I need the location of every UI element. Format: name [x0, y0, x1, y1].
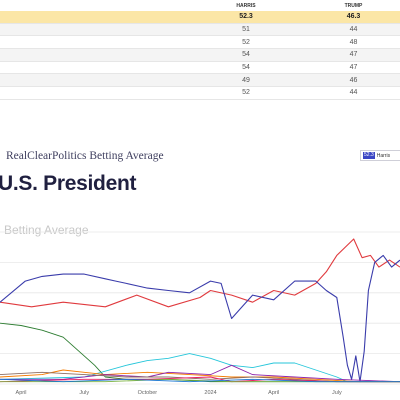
trump-value-cell: 44 — [307, 23, 400, 37]
poll-name-cell — [0, 48, 185, 62]
table-header-row: HARRIS TRUMP — [0, 0, 400, 11]
harris-value-cell: 54 — [185, 48, 307, 62]
x-tick-label: April — [16, 390, 27, 396]
header-harris[interactable]: HARRIS — [185, 0, 307, 11]
poll-table-container: HARRIS TRUMP 52.3 46.3 51 44 52 48 54 47 54 47 49 4… — [0, 0, 400, 100]
legend-harris-value: 52.3 — [363, 152, 375, 159]
poll-name-cell — [0, 35, 185, 50]
poll-name-cell — [0, 23, 185, 37]
series-line-4[interactable] — [0, 369, 400, 383]
table-row: 49 46 — [0, 73, 400, 88]
x-tick-label: October — [138, 390, 158, 396]
series-line-9[interactable] — [0, 378, 400, 383]
chart-legend[interactable]: 52.3 Harris — [360, 150, 400, 161]
trump-value-cell: 46.3 — [307, 11, 400, 24]
x-tick-label: July — [332, 390, 342, 396]
x-tick-label: April — [268, 390, 279, 396]
page-title: U.S. President — [0, 172, 137, 195]
table-row: 52 44 — [0, 86, 400, 100]
trump-value-cell: 47 — [307, 61, 400, 75]
trump-value-cell: 47 — [307, 48, 400, 62]
series-line-1[interactable] — [0, 254, 400, 383]
poll-name-cell — [0, 61, 185, 75]
harris-value-cell: 51 — [185, 23, 307, 37]
series-line-5[interactable] — [0, 364, 400, 383]
harris-value-cell: 52 — [185, 35, 307, 50]
chart-subtitle: Betting Average — [4, 223, 89, 237]
x-tick-label: 2024 — [204, 390, 216, 396]
series-line-0[interactable] — [0, 238, 400, 308]
trump-value-cell: 44 — [307, 86, 400, 100]
poll-table: HARRIS TRUMP 52.3 46.3 51 44 52 48 54 47 54 47 49 4… — [0, 0, 400, 100]
harris-value-cell: 52.3 — [185, 11, 307, 24]
poll-name-cell — [0, 86, 185, 100]
trump-value-cell: 46 — [307, 73, 400, 88]
legend-harris-label: Harris — [376, 152, 391, 159]
header-trump[interactable]: TRUMP — [307, 0, 400, 11]
harris-value-cell: 54 — [185, 61, 307, 75]
table-row: 54 47 — [0, 48, 400, 62]
trump-value-cell: 48 — [307, 35, 400, 50]
poll-name-cell — [0, 11, 185, 24]
betting-line-chart[interactable]: April July October 2024 April July — [0, 228, 400, 400]
table-row: 52 48 — [0, 35, 400, 50]
harris-value-cell: 52 — [185, 86, 307, 100]
table-row: 51 44 — [0, 23, 400, 37]
gridlines — [0, 231, 400, 385]
harris-value-cell: 49 — [185, 73, 307, 88]
table-row: 54 47 — [0, 61, 400, 75]
brand-label: RealClearPolitics Betting Average — [6, 150, 164, 162]
x-tick-label: July — [79, 390, 89, 396]
average-row: 52.3 46.3 — [0, 11, 400, 24]
header-poll — [0, 0, 185, 11]
poll-name-cell — [0, 73, 185, 88]
